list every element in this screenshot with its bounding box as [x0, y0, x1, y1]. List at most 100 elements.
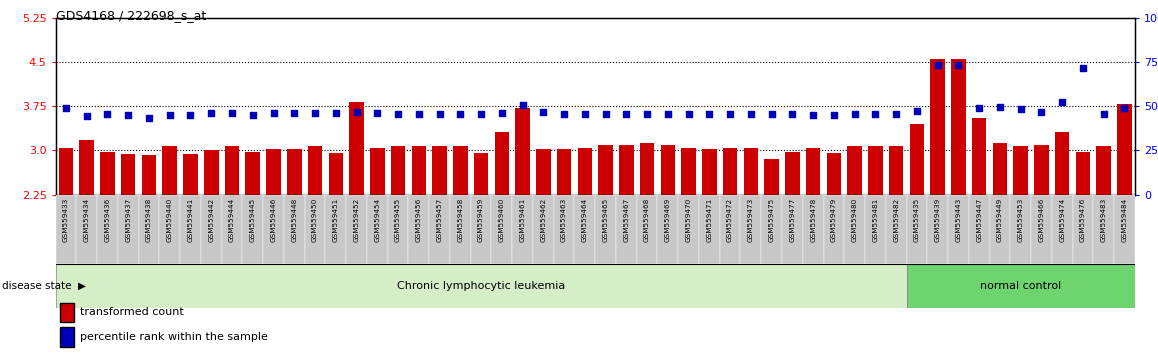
Bar — [474, 153, 489, 195]
Bar — [868, 146, 882, 195]
Bar — [409, 195, 430, 264]
Bar — [350, 102, 364, 195]
Point — [596, 111, 615, 117]
Bar — [620, 144, 633, 195]
Bar — [992, 143, 1007, 195]
Point — [638, 111, 657, 117]
Point — [783, 111, 801, 117]
Text: transformed count: transformed count — [80, 307, 184, 318]
Bar — [578, 148, 592, 195]
Bar — [1072, 195, 1093, 264]
Point — [555, 111, 573, 117]
Point — [1011, 106, 1029, 112]
Point — [368, 110, 387, 116]
Point — [389, 111, 408, 117]
Text: GSM559461: GSM559461 — [520, 198, 526, 242]
Point — [887, 111, 906, 117]
Text: Chronic lymphocytic leukemia: Chronic lymphocytic leukemia — [397, 281, 565, 291]
Bar — [990, 195, 1010, 264]
Bar — [80, 140, 94, 195]
Bar — [743, 148, 758, 195]
Bar — [536, 149, 550, 195]
Text: GDS4168 / 222698_s_at: GDS4168 / 222698_s_at — [56, 9, 206, 22]
Bar — [658, 195, 679, 264]
Bar — [411, 146, 426, 195]
Bar — [325, 195, 346, 264]
Bar — [371, 148, 384, 195]
Bar — [723, 148, 738, 195]
Bar — [574, 195, 595, 264]
Bar — [930, 59, 945, 195]
Bar — [160, 195, 181, 264]
Point — [285, 110, 303, 116]
Point — [161, 112, 179, 118]
Bar — [599, 144, 613, 195]
Text: GSM559447: GSM559447 — [976, 198, 982, 242]
Bar — [886, 195, 907, 264]
Text: GSM559481: GSM559481 — [872, 198, 879, 242]
Bar — [512, 195, 533, 264]
Point — [201, 110, 220, 116]
Text: GSM559444: GSM559444 — [229, 198, 235, 242]
Text: percentile rank within the sample: percentile rank within the sample — [80, 332, 267, 342]
Point — [701, 111, 719, 117]
Text: GSM559450: GSM559450 — [312, 198, 318, 242]
Point — [804, 112, 822, 118]
Text: GSM559467: GSM559467 — [623, 198, 629, 242]
Bar — [740, 195, 761, 264]
Point — [720, 111, 740, 117]
Point — [452, 111, 470, 117]
Bar — [390, 146, 405, 195]
Point — [1073, 65, 1092, 71]
Bar — [515, 108, 530, 195]
Bar — [162, 146, 177, 195]
Text: GSM559483: GSM559483 — [1101, 198, 1107, 242]
Text: GSM559466: GSM559466 — [1039, 198, 1045, 242]
Bar — [948, 195, 969, 264]
Bar — [225, 146, 240, 195]
Bar — [907, 264, 1135, 308]
Text: GSM559477: GSM559477 — [790, 198, 796, 242]
Text: GSM559435: GSM559435 — [914, 198, 919, 242]
Text: GSM559439: GSM559439 — [935, 198, 940, 242]
Bar — [720, 195, 740, 264]
Bar — [1114, 195, 1135, 264]
Bar — [557, 149, 571, 195]
Point — [1032, 110, 1050, 115]
Text: GSM559445: GSM559445 — [250, 198, 256, 242]
Bar — [56, 264, 907, 308]
Text: GSM559469: GSM559469 — [665, 198, 670, 242]
Bar — [865, 195, 886, 264]
Text: normal control: normal control — [980, 281, 1062, 291]
Bar — [554, 195, 574, 264]
Point — [306, 110, 324, 116]
Point — [513, 102, 532, 108]
Bar — [1097, 146, 1111, 195]
Bar — [1117, 104, 1131, 195]
Text: GSM559464: GSM559464 — [581, 198, 588, 242]
Text: GSM559449: GSM559449 — [997, 198, 1003, 242]
Bar — [637, 195, 658, 264]
Bar — [139, 195, 160, 264]
Text: GSM559462: GSM559462 — [541, 198, 547, 242]
Text: GSM559436: GSM559436 — [104, 198, 110, 242]
Point — [243, 112, 262, 118]
Point — [1053, 99, 1071, 105]
Text: GSM559458: GSM559458 — [457, 198, 463, 242]
Bar — [827, 153, 841, 195]
Text: GSM559454: GSM559454 — [374, 198, 380, 242]
Text: GSM559441: GSM559441 — [188, 198, 193, 242]
Bar — [764, 159, 779, 195]
Point — [824, 112, 843, 118]
Bar — [640, 143, 654, 195]
Bar — [699, 195, 720, 264]
Bar — [59, 148, 73, 195]
Bar — [782, 195, 802, 264]
Text: GSM559433: GSM559433 — [63, 198, 69, 242]
Bar — [761, 195, 782, 264]
Bar — [101, 152, 115, 195]
Point — [1094, 111, 1113, 117]
Bar — [388, 195, 409, 264]
Point — [182, 112, 200, 118]
Text: GSM559440: GSM559440 — [167, 198, 173, 242]
